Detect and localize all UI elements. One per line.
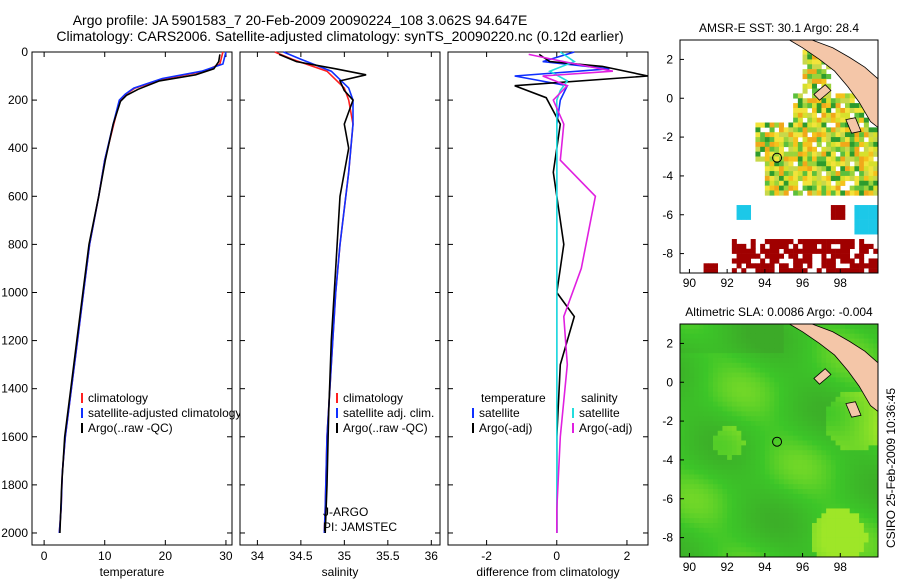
y-tick-label: 800 xyxy=(8,237,28,251)
x-tick-label: 94 xyxy=(758,560,772,574)
x-axis-label: temperature xyxy=(100,565,165,579)
map-frame xyxy=(679,39,879,274)
y-tick-label: 0 xyxy=(21,45,28,59)
x-tick-label: 96 xyxy=(796,560,810,574)
y-tick-label: -8 xyxy=(662,531,673,545)
x-tick-label: 20 xyxy=(159,549,173,563)
x-tick-label: 35 xyxy=(338,549,352,563)
y-tick-label: -4 xyxy=(662,169,673,183)
land-mass xyxy=(787,323,879,413)
figure-title-line2: Climatology: CARS2006. Satellite-adjuste… xyxy=(56,28,624,44)
island xyxy=(845,401,862,418)
island xyxy=(845,117,862,134)
y-tick-label: -2 xyxy=(662,130,673,144)
x-tick-label: 36 xyxy=(425,549,439,563)
y-tick-label: -6 xyxy=(662,208,673,222)
x-tick-label: -2 xyxy=(481,549,492,563)
y-tick-label: 2 xyxy=(666,52,673,66)
x-tick-label: 30 xyxy=(219,549,233,563)
plot-frame xyxy=(239,51,441,546)
series-line-magenta xyxy=(528,53,614,533)
x-tick-label: 90 xyxy=(683,276,697,290)
argo-position-marker xyxy=(772,436,783,447)
sst-map xyxy=(679,39,879,274)
y-tick-label: -6 xyxy=(662,492,673,506)
y-tick-label: 0 xyxy=(666,91,673,105)
sla-map xyxy=(679,323,879,558)
x-tick-label: 2 xyxy=(624,549,631,563)
map-title: Altimetric SLA: 0.0086 Argo: -0.004 xyxy=(685,305,873,319)
y-tick-label: 1000 xyxy=(1,285,28,299)
plot-frame xyxy=(447,51,649,546)
y-tick-label: 600 xyxy=(8,189,28,203)
argo-position-marker xyxy=(772,152,783,163)
x-tick-label: 0 xyxy=(41,549,48,563)
y-tick-label: -2 xyxy=(662,414,673,428)
y-tick-label: 2 xyxy=(666,336,673,350)
y-tick-label: 0 xyxy=(666,375,673,389)
legend-label: Argo(-adj) xyxy=(479,421,532,435)
x-tick-label: 10 xyxy=(98,549,112,563)
y-tick-label: 1600 xyxy=(1,430,28,444)
profile-panel-2 xyxy=(239,51,441,546)
legend-label: climatology xyxy=(88,391,148,405)
x-tick-label: 0 xyxy=(553,549,560,563)
y-tick-label: 400 xyxy=(8,141,28,155)
x-tick-label: 96 xyxy=(796,276,810,290)
y-tick-label: 1800 xyxy=(1,478,28,492)
island xyxy=(813,368,832,385)
y-tick-label: -8 xyxy=(662,247,673,261)
series-line-black xyxy=(59,54,221,534)
island xyxy=(813,84,832,101)
legend-label: Argo(-adj) xyxy=(579,421,632,435)
legend-label: salinity xyxy=(581,391,618,405)
legend-label: climatology xyxy=(343,391,403,405)
series-line-black xyxy=(514,53,649,533)
y-tick-label: 1200 xyxy=(1,334,28,348)
x-tick-label: 35.5 xyxy=(376,549,400,563)
x-tick-label: 98 xyxy=(834,560,848,574)
x-tick-label: 98 xyxy=(834,276,848,290)
x-axis-label: salinity xyxy=(322,565,359,579)
series-line-black xyxy=(278,53,367,534)
y-tick-label: -4 xyxy=(662,453,673,467)
legend-label: satellite xyxy=(579,406,620,420)
legend-label: satellite xyxy=(479,406,520,420)
map-title: AMSR-E SST: 30.1 Argo: 28.4 xyxy=(699,21,859,35)
plot-frame xyxy=(31,51,233,546)
y-tick-label: 1400 xyxy=(1,382,28,396)
annotation-text: J-ARGO xyxy=(323,505,368,519)
x-tick-label: 92 xyxy=(720,560,734,574)
legend-label: satellite-adjusted climatology xyxy=(88,406,241,420)
x-axis-label: difference from climatology xyxy=(476,565,619,579)
profile-panel-3 xyxy=(447,51,649,546)
y-tick-label: 200 xyxy=(8,93,28,107)
land-mass xyxy=(787,39,879,129)
legend-label: Argo(..raw -QC) xyxy=(88,421,173,435)
series-line-cyan xyxy=(547,51,576,533)
series-line-blue xyxy=(283,51,354,534)
x-tick-label: 90 xyxy=(683,560,697,574)
figure-title-line1: Argo profile: JA 5901583_7 20-Feb-2009 2… xyxy=(72,12,528,28)
legend-label: temperature xyxy=(481,391,546,405)
x-tick-label: 92 xyxy=(720,276,734,290)
map-frame xyxy=(679,323,879,558)
annotation-text: PI: JAMSTEC xyxy=(323,520,397,534)
y-tick-label: 2000 xyxy=(1,526,28,540)
x-tick-label: 34 xyxy=(251,549,265,563)
x-tick-label: 94 xyxy=(758,276,772,290)
x-tick-label: 34.5 xyxy=(289,549,313,563)
legend-label: satellite adj. clim. xyxy=(343,406,434,420)
legend-label: Argo(..raw -QC) xyxy=(343,421,428,435)
profile-panel-1 xyxy=(31,51,233,546)
